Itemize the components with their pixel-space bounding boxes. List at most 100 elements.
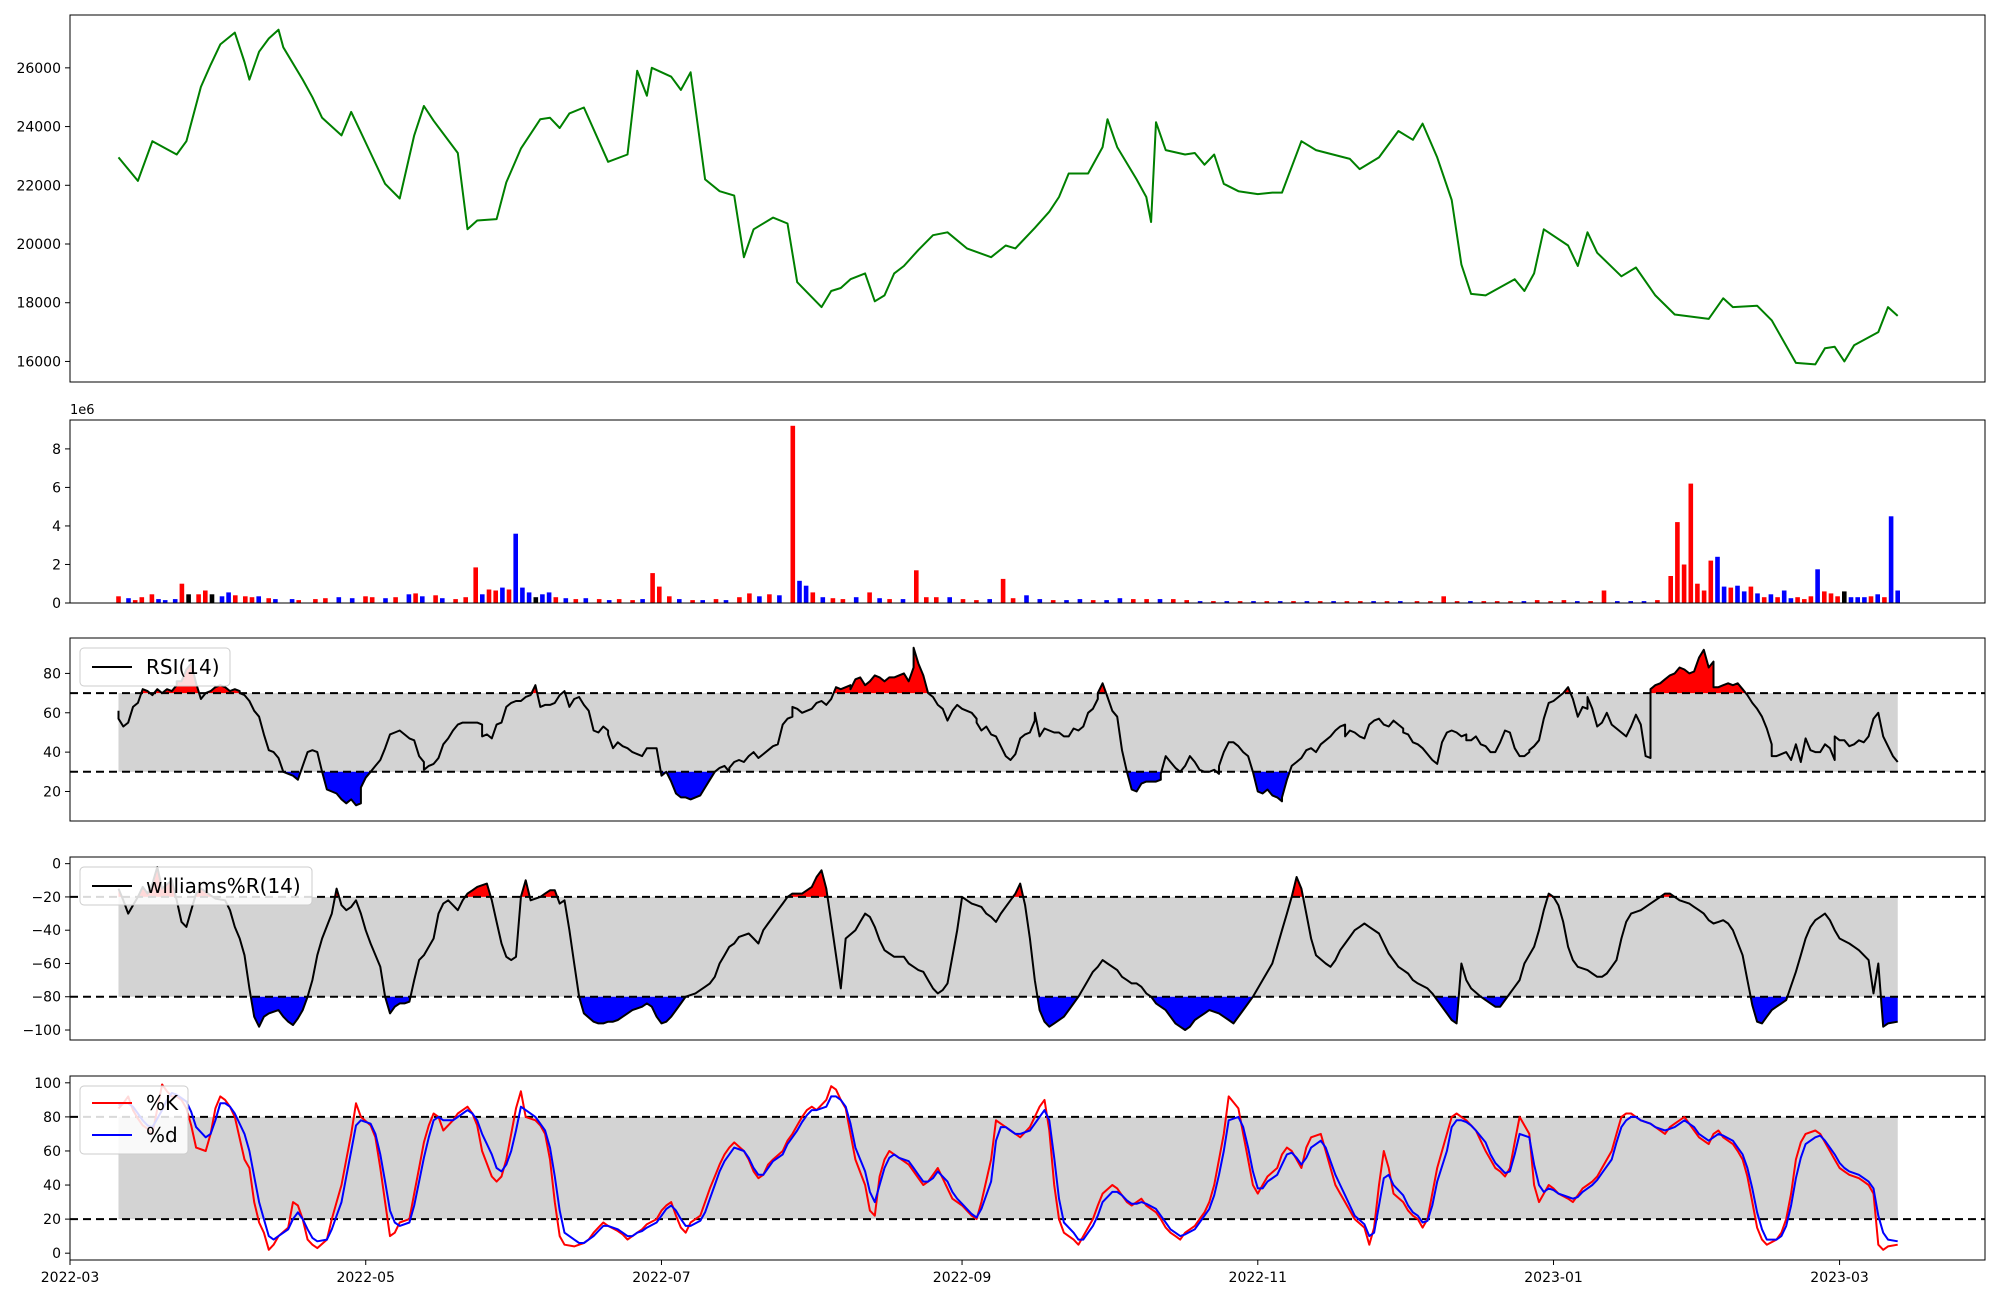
volume-bar <box>1588 601 1593 603</box>
volume-bar <box>1728 587 1734 603</box>
volume-bar <box>583 598 589 603</box>
volume-bar <box>1868 596 1874 603</box>
volume-bar <box>1494 601 1500 603</box>
x-tick-label: 2023-03 <box>1810 1270 1869 1286</box>
volume-bar <box>630 600 635 603</box>
volume-bar <box>840 599 846 603</box>
volume-bar <box>650 573 655 603</box>
williams-overbought-fill <box>1291 876 1304 897</box>
volume-bar <box>256 596 261 603</box>
volume-frame <box>69 419 1986 604</box>
volume-bar <box>473 567 478 603</box>
williams-legend-label: williams%R(14) <box>146 874 301 898</box>
volume-bar <box>493 590 498 603</box>
volume-bar <box>1721 586 1727 603</box>
rsi-overbought-fill <box>833 647 929 694</box>
volume-bar <box>737 597 742 603</box>
volume-bar <box>393 597 398 603</box>
volume-bar <box>132 600 138 603</box>
volume-bar <box>1822 591 1827 603</box>
volume-bar <box>172 599 178 603</box>
volume-bar <box>1481 601 1487 603</box>
volume-bar <box>1701 590 1707 603</box>
stochastic-ytick-label: 100 <box>34 1076 61 1092</box>
volume-bar <box>1768 594 1774 603</box>
volume-bar <box>336 597 342 603</box>
williams-oversold-fill <box>250 996 308 1027</box>
volume-bar <box>1735 585 1740 603</box>
volume-bar <box>219 596 225 603</box>
williams-shade-band <box>118 896 1898 997</box>
volume-bar <box>960 599 966 603</box>
volume-bar <box>1882 597 1887 603</box>
volume-bar <box>947 597 952 603</box>
volume-bar <box>1441 596 1446 603</box>
volume-bar <box>867 592 872 603</box>
volume-bar <box>156 599 161 603</box>
x-tick-label: 2022-03 <box>41 1270 100 1286</box>
price-ytick-label: 24000 <box>16 120 61 136</box>
stochastic-ytick-label: 80 <box>43 1110 61 1126</box>
volume-bar <box>1331 601 1336 603</box>
volume-bar <box>433 595 438 603</box>
volume-bar <box>914 570 919 603</box>
volume-bar <box>900 599 906 603</box>
williams-oversold-fill <box>1037 996 1079 1027</box>
volume-bar <box>797 580 802 603</box>
volume-bar <box>1842 591 1847 603</box>
volume-bar <box>1895 590 1900 603</box>
volume-bar <box>767 594 772 603</box>
volume-bar <box>1675 522 1680 603</box>
volume-bar <box>1468 601 1473 603</box>
volume-bar <box>1050 600 1056 603</box>
volume-bar <box>677 599 682 603</box>
x-tick-label: 2023-01 <box>1524 1270 1583 1286</box>
volume-bar <box>1211 601 1216 603</box>
volume-ytick-label: 0 <box>52 596 61 612</box>
volume-bar <box>1521 601 1527 603</box>
williams-oversold-fill <box>1880 996 1898 1027</box>
volume-bar <box>1862 597 1867 603</box>
volume-bar <box>1835 596 1840 603</box>
volume-bar <box>383 598 388 603</box>
volume-bar <box>233 595 238 603</box>
price-ytick-label: 22000 <box>16 178 61 194</box>
volume-ytick-label: 2 <box>52 557 61 573</box>
x-tick-label: 2022-09 <box>933 1270 992 1286</box>
rsi-legend-label: RSI(14) <box>146 655 220 679</box>
volume-bar <box>596 599 602 603</box>
williams-ytick-label: −80 <box>31 990 61 1006</box>
volume-bar <box>924 597 929 603</box>
volume-bar <box>1454 601 1460 603</box>
volume-bar <box>526 592 532 603</box>
volume-bar <box>349 598 355 603</box>
rsi-line <box>117 646 1899 807</box>
volume-bar <box>1828 593 1834 603</box>
rsi-shade-band <box>118 693 1898 772</box>
volume-bar <box>803 585 809 603</box>
volume-bar <box>126 598 131 603</box>
price-ytick-label: 26000 <box>16 61 61 77</box>
volume-bar <box>196 594 201 603</box>
volume-bar <box>1708 560 1714 603</box>
volume-bar <box>667 596 672 603</box>
volume-bar <box>162 600 168 603</box>
volume-bar <box>480 594 485 603</box>
volume-bar <box>1358 601 1363 603</box>
volume-bar <box>1681 564 1687 603</box>
volume-bar <box>486 589 492 603</box>
volume-bar <box>1534 600 1540 603</box>
volume-bar <box>453 599 458 603</box>
x-tick-label: 2022-07 <box>632 1270 691 1286</box>
volume-ytick-label: 6 <box>52 480 61 496</box>
volume-bar <box>1197 601 1203 603</box>
volume-bar <box>974 600 979 603</box>
volume-bar <box>420 596 425 603</box>
volume-bar <box>1808 596 1814 603</box>
volume-bar <box>1561 600 1567 603</box>
volume-bar <box>810 592 816 603</box>
x-tick-label: 2022-11 <box>1229 1270 1288 1286</box>
volume-bar <box>116 596 121 603</box>
volume-bar <box>1291 601 1296 603</box>
volume-bar <box>830 598 836 603</box>
